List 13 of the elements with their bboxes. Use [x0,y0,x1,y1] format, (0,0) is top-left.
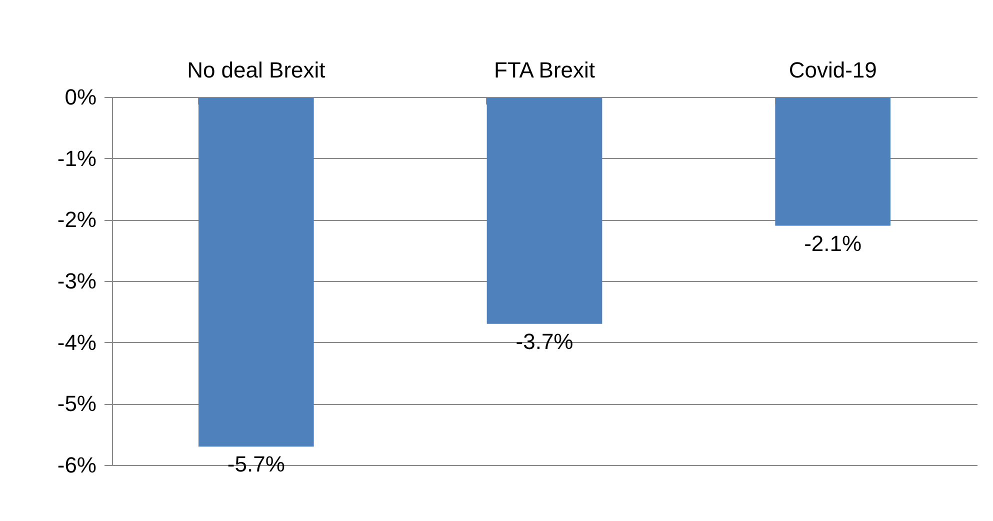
y-tick-label: -4% [57,330,96,355]
x-tick-label: No deal Brexit [187,58,326,82]
x-tick-label: Covid-19 [788,58,877,82]
x-tick-label: FTA Brexit [494,58,596,82]
y-tick-label: -5% [57,391,96,416]
data-label: -2.1% [804,230,862,256]
data-label: -3.7% [516,328,574,354]
y-tick-label: -6% [57,452,96,478]
y-tick-label: -2% [57,207,96,232]
y-tick-label: -1% [57,146,96,171]
data-label: -5.7% [227,452,285,477]
y-tick-label: 0% [64,84,96,110]
y-tick-label: -3% [57,268,96,294]
